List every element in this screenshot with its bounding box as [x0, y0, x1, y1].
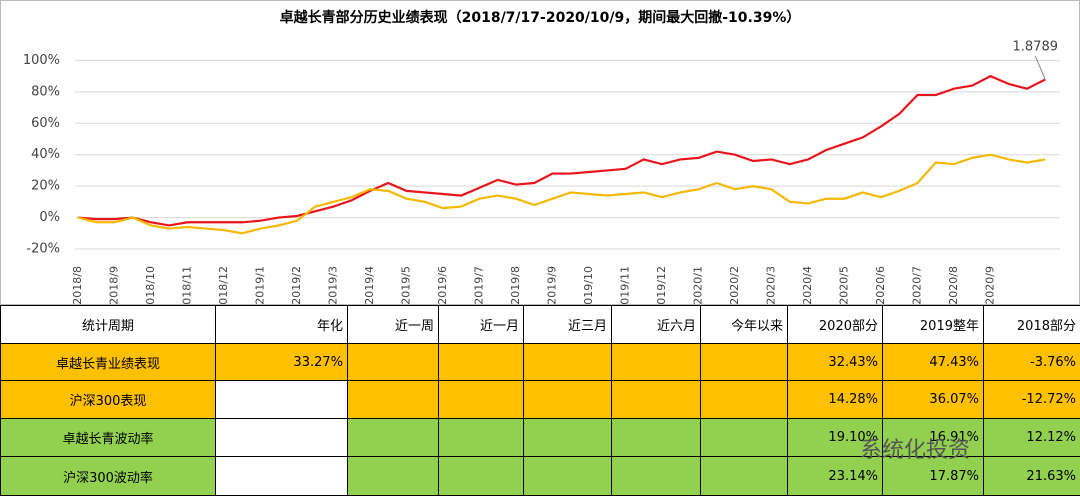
x-tick-label: 2019/7 — [473, 266, 486, 305]
table-cell: 12.12% — [984, 419, 1080, 457]
table-cell — [612, 457, 701, 496]
y-tick-label: 20% — [31, 179, 60, 194]
table-cell — [216, 419, 348, 457]
watermark: 系统化投资 — [860, 432, 970, 464]
table-cell: -12.72% — [984, 381, 1080, 419]
y-tick-label: 40% — [31, 147, 60, 162]
x-tick-label: 2019/3 — [327, 266, 340, 305]
header-cell: 2019整年 — [883, 306, 984, 344]
x-tick-label: 2020/8 — [947, 266, 960, 305]
x-tick-label: 2019/9 — [546, 266, 559, 305]
y-tick-label: 100% — [23, 53, 60, 68]
x-tick-label: 2018/8 — [71, 266, 84, 305]
x-tick-label: 2019/11 — [619, 266, 632, 305]
table-cell: 沪深300波动率 — [1, 457, 216, 496]
x-tick-label: 2018/11 — [181, 266, 194, 305]
table-cell — [701, 344, 788, 381]
table-cell — [701, 381, 788, 419]
y-tick-label: 60% — [31, 116, 60, 131]
table-cell — [439, 344, 524, 381]
x-tick-label: 2020/2 — [728, 266, 741, 305]
table-cell: 33.27% — [216, 344, 348, 381]
header-cell: 近六月 — [612, 306, 701, 344]
table-cell — [216, 381, 348, 419]
table-row: 沪深300表现 14.28%36.07%-12.72% — [1, 381, 1080, 419]
header-cell: 2018部分 — [984, 306, 1080, 344]
table-cell — [524, 344, 612, 381]
x-tick-label: 2019/12 — [655, 266, 668, 305]
table-cell — [701, 419, 788, 457]
y-tick-label: 80% — [31, 84, 60, 99]
table-cell: 沪深300表现 — [1, 381, 216, 419]
table-cell — [348, 381, 439, 419]
x-tick-label: 2020/4 — [801, 266, 814, 305]
x-tick-label: 2019/1 — [254, 266, 267, 305]
table-cell: 卓越长青波动率 — [1, 419, 216, 457]
x-tick-label: 2020/9 — [984, 266, 997, 305]
chart: 卓越长青部分历史业绩表现（2018/7/17-2020/10/9，期间最大回撤-… — [0, 0, 1080, 305]
table-cell — [612, 381, 701, 419]
table-cell — [348, 344, 439, 381]
x-tick-label: 2018/12 — [217, 266, 230, 305]
table-cell: 47.43% — [883, 344, 984, 381]
x-tick-label: 2018/9 — [108, 266, 121, 305]
table-cell — [701, 457, 788, 496]
table-cell: 32.43% — [788, 344, 883, 381]
table-cell — [216, 457, 348, 496]
table-cell — [524, 419, 612, 457]
table-cell — [439, 457, 524, 496]
chart-border — [1, 1, 1080, 305]
header-cell: 今年以来 — [701, 306, 788, 344]
x-tick-label: 2020/7 — [911, 266, 924, 305]
x-tick-label: 2018/10 — [144, 266, 157, 305]
table-cell: -3.76% — [984, 344, 1080, 381]
header-cell: 统计周期 — [1, 306, 216, 344]
table-cell — [348, 457, 439, 496]
header-cell: 近三月 — [524, 306, 612, 344]
table-cell: 14.28% — [788, 381, 883, 419]
x-tick-label: 2019/4 — [363, 266, 376, 305]
table-cell — [439, 381, 524, 419]
x-tick-label: 2020/6 — [874, 266, 887, 305]
x-tick-label: 2019/8 — [509, 266, 522, 305]
x-tick-label: 2020/1 — [692, 266, 705, 305]
table-cell — [612, 419, 701, 457]
annotation: 1.8789 — [1013, 40, 1059, 55]
y-tick-label: 0% — [39, 210, 60, 225]
header-cell: 年化 — [216, 306, 348, 344]
table-cell — [612, 344, 701, 381]
table-cell: 36.07% — [883, 381, 984, 419]
header-cell: 近一月 — [439, 306, 524, 344]
header-cell: 近一周 — [348, 306, 439, 344]
x-tick-label: 2019/2 — [290, 266, 303, 305]
table-cell — [348, 419, 439, 457]
x-tick-label: 2019/6 — [436, 266, 449, 305]
x-tick-label: 2020/5 — [838, 266, 851, 305]
table-cell — [524, 457, 612, 496]
table-cell: 21.63% — [984, 457, 1080, 496]
x-tick-label: 2019/10 — [582, 266, 595, 305]
table-cell — [524, 381, 612, 419]
chart-title: 卓越长青部分历史业绩表现（2018/7/17-2020/10/9，期间最大回撤-… — [280, 9, 801, 26]
table-cell — [439, 419, 524, 457]
y-tick-label: -20% — [26, 242, 60, 257]
x-tick-label: 2020/3 — [765, 266, 778, 305]
table-cell: 卓越长青业绩表现 — [1, 344, 216, 381]
header-cell: 2020部分 — [788, 306, 883, 344]
x-tick-label: 2019/5 — [400, 266, 413, 305]
